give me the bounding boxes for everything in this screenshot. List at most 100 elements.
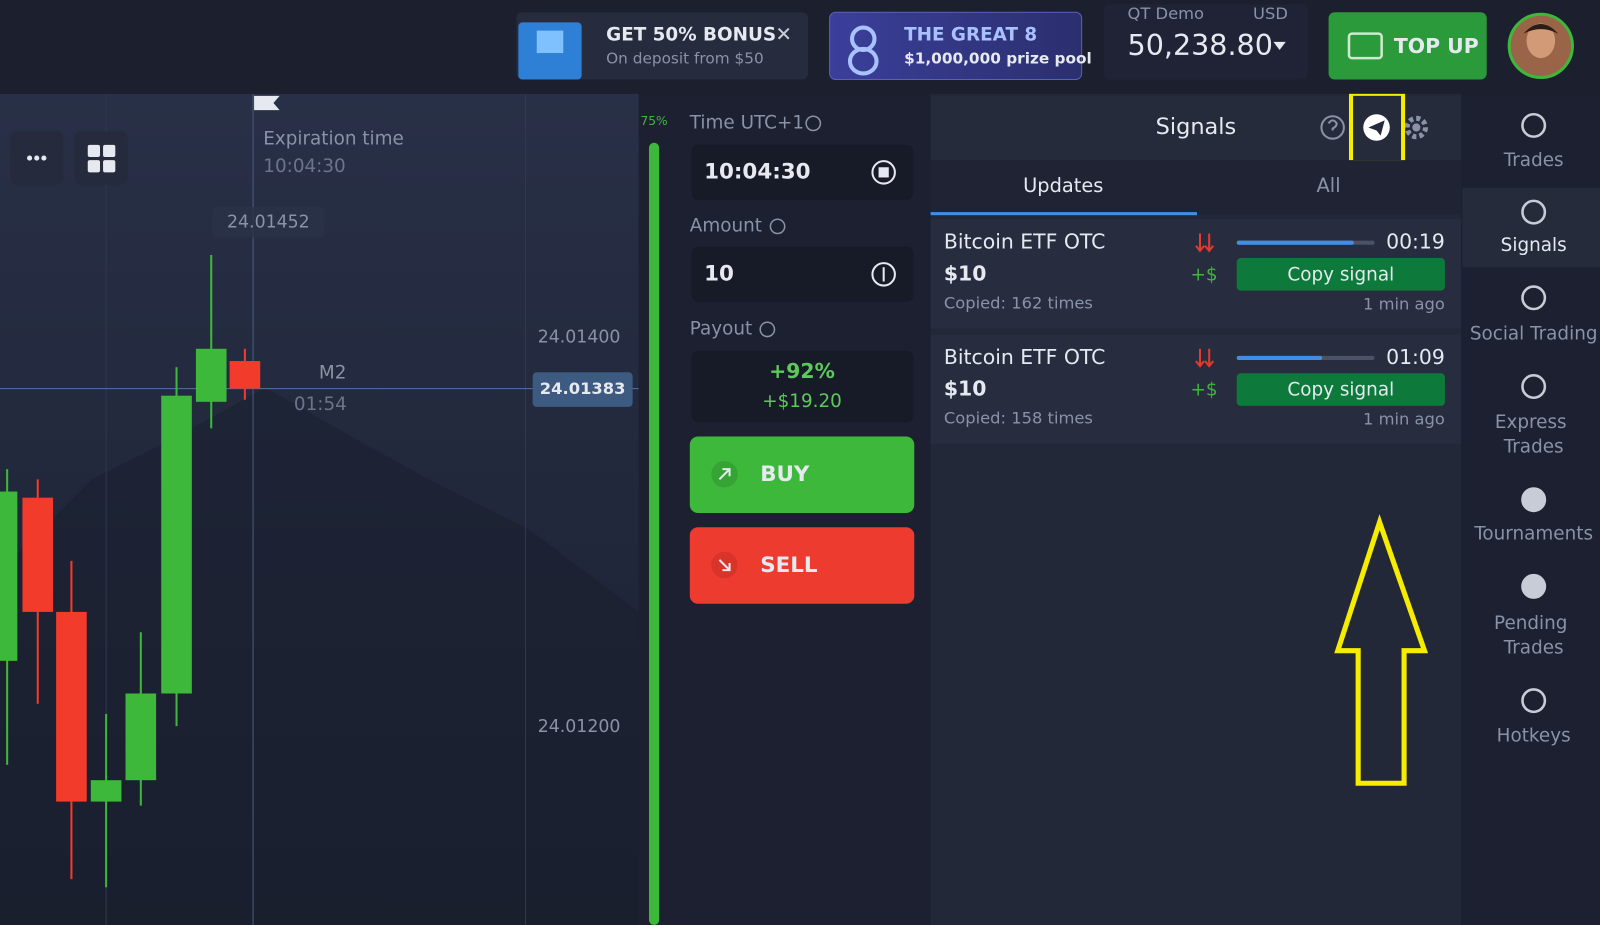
arrow-annotation [1334, 514, 1429, 786]
dot [27, 155, 33, 161]
icon [718, 559, 731, 572]
signal-item: Bitcoin ETF OTC $10 Copied: 162 times 00:19… [930, 219, 1462, 329]
sidebar-label: Express Trades [1495, 412, 1573, 457]
sidebar-label: Hotkeys [1497, 725, 1571, 746]
sidebar-icon [1521, 487, 1547, 513]
time-input[interactable] [691, 144, 914, 200]
icon [1327, 119, 1338, 131]
time-value: 10:04:30 [704, 159, 811, 184]
buy-button[interactable] [689, 436, 915, 513]
tab[interactable]: All [1317, 174, 1341, 197]
signal-age: 1 min ago [1363, 294, 1445, 313]
layout-button[interactable] [74, 131, 128, 185]
dropdown-caret[interactable] [1273, 41, 1286, 50]
signal-timer: 00:19 [1386, 230, 1445, 254]
flag [254, 95, 280, 111]
sidebar-icon [1521, 688, 1547, 714]
currency-icon[interactable] [871, 262, 896, 287]
expiration-time: 10:04:30 [263, 156, 345, 177]
current-price: 24.01383 [540, 379, 626, 398]
top-up-label: TOP UP [1394, 34, 1479, 58]
help-icon[interactable] [759, 321, 776, 338]
high-label-box [212, 207, 325, 238]
signal-profit: +$ [1191, 264, 1218, 285]
avatar-hair [1523, 23, 1559, 34]
timer-progress [1236, 355, 1323, 361]
help-icon[interactable] [769, 218, 786, 235]
signal-copied: Copied: 162 times [944, 293, 1093, 312]
tournament-subtitle: $1,000,000 prize pool [904, 50, 1092, 68]
sidebar-icon [1521, 199, 1547, 225]
sidebar-label: Tournaments [1473, 523, 1593, 544]
sidebar-item[interactable]: Signals [1462, 187, 1600, 268]
copy-signal-button[interactable] [1236, 258, 1445, 291]
buy-label: BUY [760, 462, 810, 487]
signal-asset: Bitcoin ETF OTC [944, 230, 1106, 254]
direction-icon [1195, 348, 1215, 368]
tournament-banner[interactable] [829, 11, 1083, 81]
signal-copied: Copied: 158 times [944, 409, 1093, 428]
wallet-icon [1347, 32, 1383, 60]
sidebar-label: Pending Trades [1494, 613, 1573, 658]
signals-title: Signals [1156, 114, 1237, 140]
payout-box [691, 350, 914, 423]
copy-signal-button[interactable] [1236, 373, 1445, 406]
sidebar-list: Trades Signals Social Trading Express Trade… [1462, 112, 1600, 746]
tournament-title: THE GREAT 8 [904, 25, 1037, 46]
icon [103, 160, 116, 173]
tab[interactable]: Updates [1023, 174, 1103, 197]
price-label: 24.01400 [538, 328, 621, 348]
bonus-banner[interactable] [516, 12, 809, 80]
sidebar-item[interactable]: Social Trading [1470, 285, 1598, 345]
sidebar-label: Trades [1503, 150, 1564, 171]
sidebar-item[interactable]: Trades [1503, 112, 1564, 171]
price-label: 24.01200 [538, 717, 621, 737]
settings-button[interactable] [1404, 115, 1429, 140]
bonus-title: GET 50% BONUS [606, 25, 776, 46]
sidebar-item[interactable]: Hotkeys [1497, 688, 1571, 746]
timeframe: M2 [319, 362, 347, 383]
copy-signal-label: Copy signal [1287, 264, 1394, 285]
time-label: Time UTC+1 [689, 112, 804, 133]
icon [847, 46, 879, 76]
signals-panel [930, 93, 1462, 925]
amount-input[interactable] [691, 246, 914, 302]
sidebar-label: Signals [1501, 235, 1567, 256]
sidebar-item[interactable]: Tournaments [1473, 487, 1593, 545]
payout-amount: +$19.20 [762, 391, 842, 412]
signal-age: 1 min ago [1363, 410, 1445, 429]
sentiment: 75% [640, 114, 667, 128]
sell-button[interactable] [689, 527, 915, 604]
help-icon[interactable] [1320, 115, 1345, 140]
icon [536, 30, 564, 54]
bonus-subtitle: On deposit from $50 [606, 50, 764, 68]
sidebar-icon [1521, 573, 1547, 599]
clock-icon[interactable] [871, 160, 896, 185]
high-label: 24.01452 [227, 212, 310, 232]
amount-value: 10 [704, 261, 734, 286]
help-icon[interactable] [805, 115, 822, 132]
icon [1412, 123, 1421, 132]
top-up-button[interactable] [1328, 12, 1487, 80]
payout-label: Payout [690, 318, 752, 339]
direction-icon [1195, 233, 1215, 253]
copy-signal-label: Copy signal [1287, 380, 1394, 401]
icon [1368, 120, 1385, 136]
close-icon[interactable] [777, 27, 790, 40]
avatar-face [1526, 23, 1556, 59]
current-price-box [532, 372, 633, 407]
account-box[interactable] [1104, 4, 1309, 80]
mountain [0, 387, 639, 925]
signal-asset: Bitcoin ETF OTC [944, 345, 1106, 369]
signal-amount: $10 [944, 377, 987, 401]
sidebar-item[interactable]: Pending Trades [1494, 573, 1573, 659]
candles [0, 254, 261, 888]
account-balance: 50,238.80 [1128, 28, 1273, 62]
countdown: 01:54 [294, 394, 347, 415]
tab-underline [930, 212, 1197, 216]
sidebar-item[interactable]: Express Trades [1495, 374, 1573, 458]
icon [87, 144, 100, 158]
timer-progress [1236, 240, 1354, 245]
